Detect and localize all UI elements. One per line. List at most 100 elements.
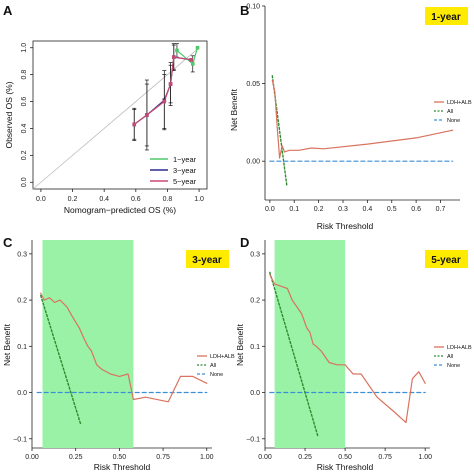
ideal-diagonal-line [32, 47, 200, 190]
x-tick-label: 0.6 [131, 196, 141, 203]
panel-c-x-tick-label: 0.75 [156, 454, 170, 461]
panel-d-x-tick-label: 0.75 [378, 454, 392, 461]
year-badge-label-b: 1-year [431, 12, 461, 23]
year-badge-label-c: 3-year [192, 255, 222, 266]
calibration-point-5year [168, 82, 173, 86]
panel-d-x-tick-label: 0.50 [338, 454, 352, 461]
panel-b-x-tick-label: 0.2 [314, 206, 324, 213]
panel-d: D 0.00 0.25 0.50 0.75 1.00 −0.1 0.0 0.1 0.2 0.3 R… [235, 235, 472, 472]
panel-c-all-line [40, 294, 82, 426]
panel-c-ldh-alb-line [40, 292, 208, 403]
x-tick-label: 0.2 [68, 196, 78, 203]
decision-curve-d: 0.00 0.25 0.50 0.75 1.00 −0.1 0.0 0.1 0.2 0.3 [246, 240, 432, 461]
panel-c-y-tick-label: 0.0 [17, 390, 27, 397]
panel-d-y-tick-label: −0.1 [246, 436, 260, 443]
x-tick-label: 0.0 [36, 196, 46, 203]
legend-label-all: All [210, 363, 216, 369]
x-tick-label: 0.4 [99, 196, 109, 203]
panel-label-b: B [240, 3, 249, 18]
panel-b-ldh-alb-line [271, 79, 454, 159]
calibration-point-1year [195, 45, 200, 50]
panel-b-x-tick-label: 0.1 [289, 206, 299, 213]
calibration-line-5year [133, 56, 192, 126]
calibration-point-5year [132, 122, 137, 127]
panel-d-x-tick-label: 1.00 [418, 454, 432, 461]
y-tick-label: 1.0 [21, 43, 28, 53]
panel-b-y-tick-label: 0.05 [246, 81, 260, 88]
panel-c-y-tick-label: 0.1 [17, 344, 27, 351]
legend-label-ldh-alb: LDH+ALB [447, 345, 472, 351]
panel-d-ldh-alb-line [269, 274, 426, 424]
y-tick-label: 0.6 [21, 97, 28, 107]
panel-d-x-tick-label: 0.00 [258, 454, 272, 461]
panel-b-x-tick-label: 0.3 [338, 206, 348, 213]
calibration-point-5year [145, 113, 149, 117]
x-axis-label-a: Nomogram−predicted OS (%) [64, 205, 176, 215]
calibration-point-1year [175, 48, 179, 53]
y-axis-label-a: Observed OS (%) [4, 81, 14, 148]
calibration-point-5year [171, 55, 176, 59]
legend-label-1year: 1−year [173, 155, 197, 164]
panel-b-x-tick-label: 0.5 [387, 206, 397, 213]
legend-a: 1−year 3−year 5−year [150, 155, 197, 186]
year-badge-d [425, 250, 468, 268]
y-tick-label: 0.8 [21, 70, 28, 80]
legend-label-none: None [447, 118, 460, 124]
panel-c-x-tick-label: 0.25 [69, 454, 83, 461]
y-axis-label-b: Net Benefit [229, 88, 239, 131]
panel-c-x-tick-label: 1.00 [200, 454, 214, 461]
panel-c-x-tick-label: 0.50 [113, 454, 127, 461]
panel-b-x-tick-label: 0.4 [363, 206, 373, 213]
panel-d-y-tick-label: 0.2 [250, 298, 260, 305]
panel-b-x-tick-label: 0.6 [411, 206, 421, 213]
calibration-point-5year [189, 58, 193, 62]
calibration-point-1year [190, 62, 195, 66]
year-badge-label-d: 5-year [431, 255, 461, 266]
calibration-marks: 0.0 0.2 0.4 0.6 0.8 1.0 0.0 0.2 0.4 0.6 0.8 1.0 [21, 43, 204, 203]
y-tick-label: 0.4 [21, 123, 28, 133]
y-tick-label: 0.2 [21, 150, 28, 160]
legend-label-ldh-alb: LDH+ALB [210, 354, 235, 360]
x-axis-label-d: Risk Threshold [317, 462, 374, 472]
legend-label-5year: 5−year [173, 177, 197, 186]
panel-d-x-tick-label: 0.25 [298, 454, 312, 461]
panel-d-y-tick-label: 0.0 [250, 390, 260, 397]
panel-d-y-tick-label: 0.3 [250, 251, 260, 258]
panel-label-c: C [3, 235, 13, 250]
panel-b-x-tick-label: 0.7 [436, 206, 446, 213]
year-badge-b [425, 7, 468, 25]
panel-label-a: A [3, 3, 13, 18]
y-axis-label-c: Net Benefit [2, 323, 12, 366]
panel-b: B 0.0 0.1 0.2 0.3 0.4 0.5 0.6 0.7 0.00 0.05 0.10 R… [229, 3, 472, 231]
legend-label-none: None [210, 372, 223, 378]
panel-label-d: D [240, 235, 249, 250]
panel-b-y-tick-label: 0.10 [246, 4, 260, 11]
panel-c-y-tick-label: 0.2 [17, 298, 27, 305]
panel-c-y-tick-label: −0.1 [13, 436, 27, 443]
x-tick-label: 1.0 [194, 196, 204, 203]
panel-d-y-tick-label: 0.1 [250, 344, 260, 351]
legend-label-ldh-alb: LDH+ALB [447, 100, 472, 106]
panel-d-highlight-region [274, 240, 346, 448]
panel-c: C 0.00 0.25 0.50 0.75 1.00 −0.1 0.0 0.1 0.2 0.3 R… [2, 235, 235, 472]
decision-curve-b: 0.0 0.1 0.2 0.3 0.4 0.5 0.6 0.7 0.00 0.05 0.10 [246, 4, 454, 213]
legend-label-3year: 3−year [173, 166, 197, 175]
legend-b: LDH+ALB All None [434, 100, 472, 124]
panel-d-all-line [269, 271, 319, 438]
panel-c-highlight-region [42, 240, 134, 448]
calibration-point-5year [162, 99, 167, 104]
decision-curve-c: 0.00 0.25 0.50 0.75 1.00 −0.1 0.0 0.1 0.2 0.3 [13, 240, 214, 461]
x-axis-label-c: Risk Threshold [94, 462, 151, 472]
panel-b-y-tick-label: 0.00 [246, 159, 260, 166]
panel-a: A 0.0 0.2 0.4 0.6 0.8 1.0 0.0 0.2 0.4 0.6 0.8 1.0 N… [3, 3, 208, 215]
panel-c-y-tick-label: 0.3 [17, 251, 27, 258]
panel-b-x-tick-label: 0.0 [265, 206, 275, 213]
legend-d: LDH+ALB All None [434, 345, 472, 369]
year-badge-c [186, 250, 229, 268]
x-tick-label: 0.8 [163, 196, 173, 203]
legend-label-none: None [447, 363, 460, 369]
panel-c-x-tick-label: 0.00 [25, 454, 39, 461]
legend-c: LDH+ALB All None [197, 354, 235, 378]
legend-label-all: All [447, 109, 453, 115]
